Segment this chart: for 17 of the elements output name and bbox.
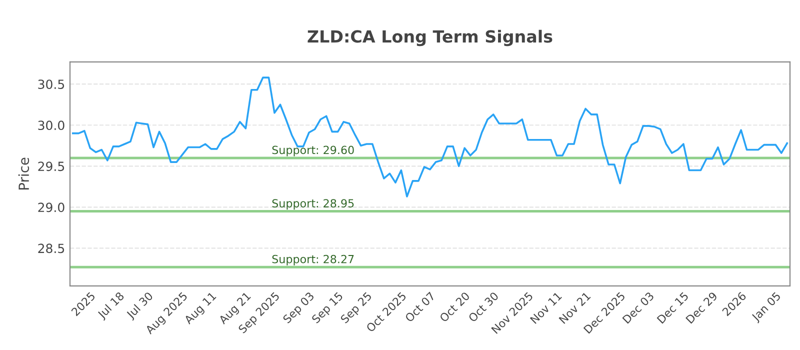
chart-title: ZLD:CA Long Term Signals bbox=[308, 30, 552, 46]
x-tick-label: Oct 20 bbox=[439, 291, 470, 323]
x-tick-label: Oct 30 bbox=[468, 291, 499, 323]
x-tick-label: Jan 05 bbox=[750, 292, 782, 324]
y-tick-label: 29.0 bbox=[38, 202, 64, 212]
y-tick-label: 29.5 bbox=[38, 162, 64, 172]
y-tick-label: 30.5 bbox=[38, 80, 64, 90]
x-tick-label: Jul 30 bbox=[125, 291, 155, 321]
ref-line-label: Support: 29.60 bbox=[272, 146, 354, 156]
line-series bbox=[72, 76, 788, 198]
x-tick-label: Oct 07 bbox=[404, 292, 436, 323]
y-axis-title: Price bbox=[18, 158, 30, 190]
ref-line-label: Support: 28.95 bbox=[272, 199, 354, 210]
ref-line-label: Support: 28.27 bbox=[272, 254, 354, 266]
x-tick-label: Jul 18 bbox=[96, 291, 126, 321]
y-tick-label: 30.0 bbox=[38, 120, 64, 130]
y-tick-label: 28.5 bbox=[38, 244, 64, 254]
